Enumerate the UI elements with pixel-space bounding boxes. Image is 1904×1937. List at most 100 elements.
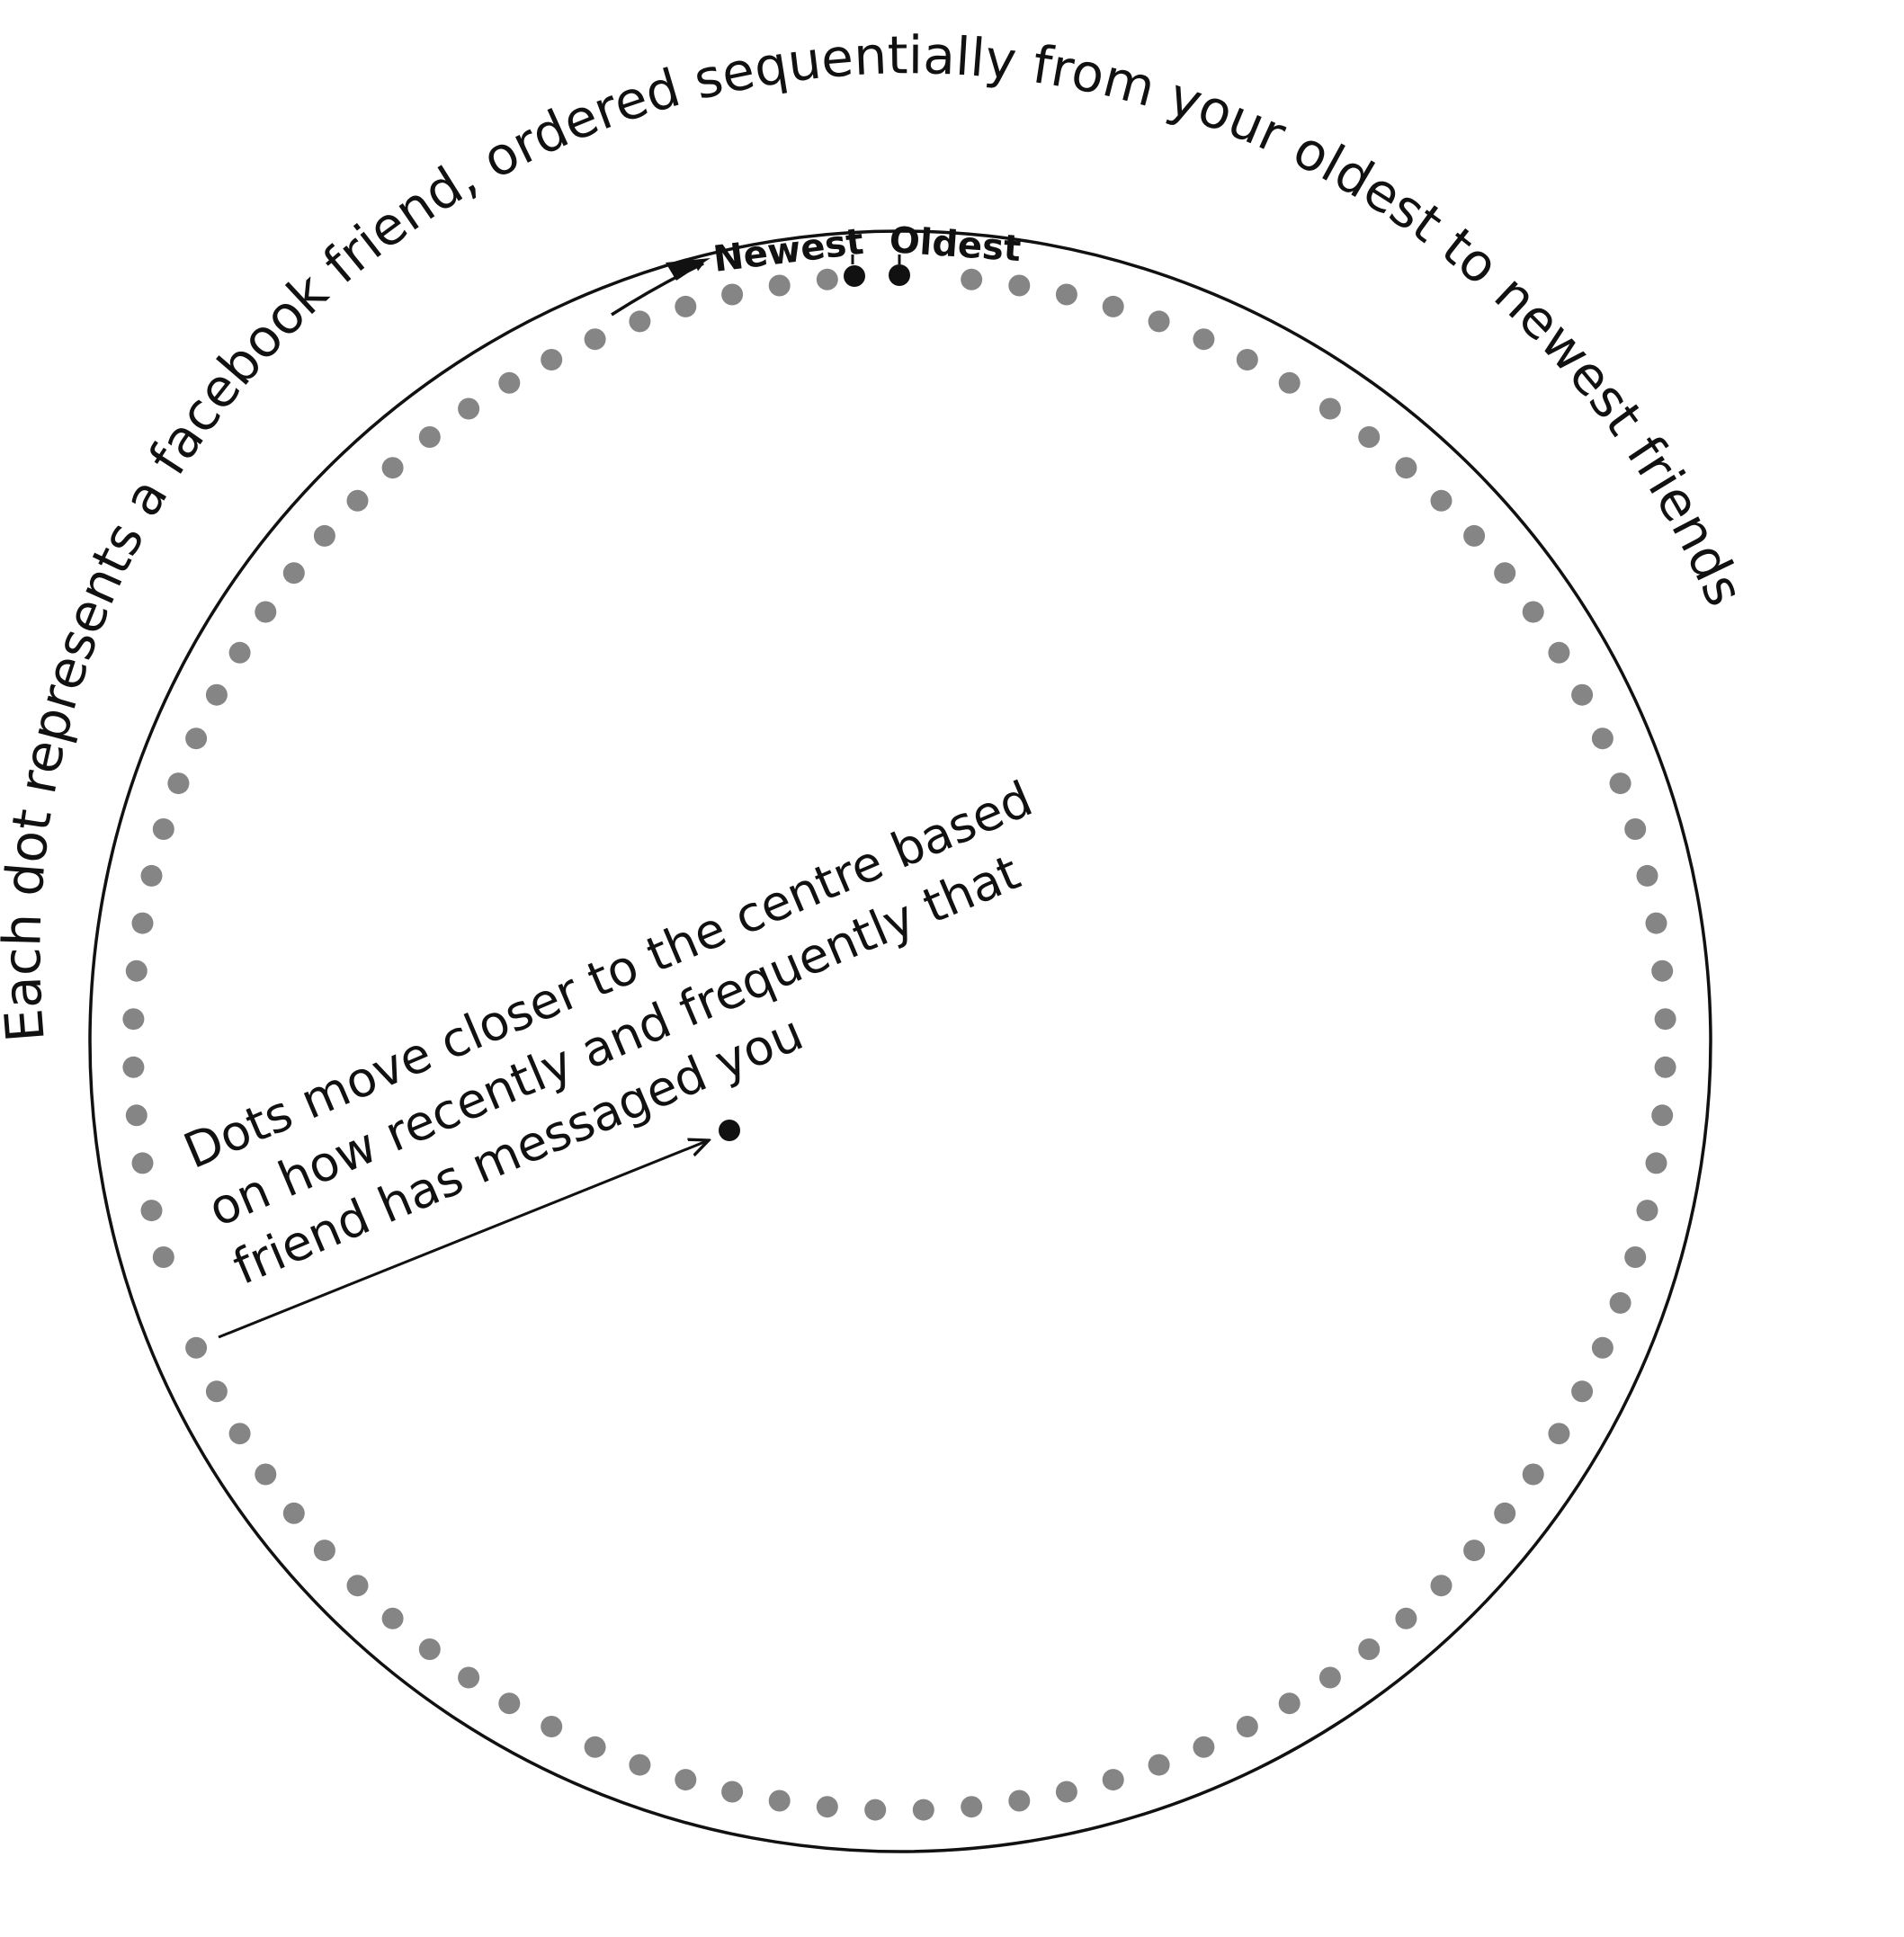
friend-dot	[1571, 1380, 1594, 1403]
friend-dot	[541, 1716, 563, 1737]
friend-dot	[1651, 960, 1674, 982]
friend-dot	[1055, 1781, 1077, 1803]
friend-dot	[1430, 489, 1453, 512]
friend-dot	[131, 912, 154, 934]
friend-dot	[1624, 818, 1647, 840]
friend-dot	[140, 864, 163, 887]
centre-caption: Dots move closer to the centre based on …	[175, 764, 1104, 1296]
friend-dot	[1008, 1790, 1031, 1812]
friend-dot	[346, 1575, 369, 1597]
friend-dot	[1148, 1754, 1170, 1776]
friend-dot	[152, 818, 174, 840]
friend-dot	[1395, 1607, 1417, 1629]
friend-dot	[1008, 274, 1031, 297]
friend-dot	[205, 683, 228, 706]
friend-dot	[418, 426, 441, 448]
friend-dot	[1430, 1575, 1453, 1597]
newest-label: Newest	[711, 221, 866, 281]
friend-dot	[185, 727, 208, 750]
friend-dot	[381, 457, 404, 479]
friend-dot	[205, 1380, 228, 1403]
friend-dot	[1193, 1736, 1215, 1758]
friend-dot	[140, 1200, 163, 1222]
friend-dot	[1636, 1200, 1658, 1222]
friend-dot	[584, 328, 606, 351]
friend-dot	[816, 268, 838, 290]
friend-dots-ring	[122, 268, 1676, 1821]
friend-dot	[1548, 1423, 1570, 1445]
friend-dot	[1278, 371, 1301, 394]
direction-arrowhead	[666, 258, 711, 281]
friend-dot	[255, 1463, 277, 1486]
moved-friend-dot	[719, 1120, 740, 1141]
movement-arrow	[218, 1140, 709, 1339]
friend-dot	[1278, 1692, 1301, 1715]
friend-dot	[1591, 727, 1613, 750]
friend-dot	[1193, 328, 1215, 351]
friend-dot	[1609, 772, 1631, 795]
newest-dot	[844, 265, 865, 287]
outer-circle	[88, 229, 1712, 1853]
friend-dot	[1522, 601, 1544, 623]
friend-dot	[1358, 426, 1381, 448]
friend-dot	[675, 1769, 697, 1791]
friend-dot	[498, 371, 521, 394]
oldest-label: Oldest	[888, 219, 1022, 270]
friend-dot	[167, 772, 190, 795]
friend-dot	[912, 1799, 934, 1821]
arc-caption: Each dot represents a facebook friend, o…	[0, 24, 1756, 1044]
friend-dot	[122, 1056, 145, 1078]
friend-dot	[584, 1736, 606, 1758]
friend-dot	[498, 1692, 521, 1715]
friend-dot	[1522, 1463, 1544, 1486]
friend-dot	[1358, 1638, 1381, 1660]
friend-dot	[721, 283, 744, 306]
friend-dot	[1318, 1666, 1341, 1689]
friend-dot	[1654, 1056, 1676, 1078]
friend-dot	[1651, 1104, 1674, 1127]
friend-dot	[1148, 310, 1170, 333]
friend-dot	[721, 1781, 744, 1803]
friend-dot	[1609, 1291, 1631, 1314]
friend-dot	[1236, 1716, 1258, 1737]
friend-dot	[1571, 683, 1594, 706]
friend-dot	[629, 1754, 651, 1776]
friend-dot	[1494, 562, 1516, 585]
friend-dot	[1055, 283, 1077, 306]
friend-dot	[864, 1799, 887, 1821]
friend-dot	[961, 268, 983, 290]
friend-dot	[675, 295, 697, 317]
friend-dot	[1463, 1540, 1486, 1562]
friend-dot	[185, 1336, 208, 1359]
friend-dot	[122, 1008, 145, 1031]
friend-dot	[1463, 524, 1486, 547]
friend-dot	[458, 397, 480, 420]
friend-dot	[1102, 1769, 1124, 1791]
friend-dot	[228, 641, 251, 664]
friend-dot	[1591, 1336, 1613, 1359]
friend-dot	[313, 524, 335, 547]
friend-dot	[629, 310, 651, 333]
friend-dot	[1624, 1246, 1647, 1268]
friend-dot	[313, 1540, 335, 1562]
friend-dot	[152, 1246, 174, 1268]
friend-dot	[1395, 457, 1417, 479]
friend-dot	[282, 562, 305, 585]
friend-dot	[1645, 912, 1667, 934]
friend-dot	[1318, 397, 1341, 420]
friend-dot	[816, 1796, 838, 1818]
friend-dot	[1236, 349, 1258, 370]
friend-dot	[1494, 1502, 1516, 1524]
friend-dot	[768, 1790, 791, 1812]
friend-dot	[131, 1152, 154, 1174]
oldest-dot	[889, 264, 910, 286]
friend-dot	[282, 1502, 305, 1524]
friend-dot	[1548, 641, 1570, 664]
friend-dot	[541, 349, 563, 370]
friend-dot	[1654, 1008, 1676, 1031]
friend-dot	[768, 274, 791, 297]
friend-dot	[255, 601, 277, 623]
friend-dot	[346, 489, 369, 512]
friend-dot	[1102, 295, 1124, 317]
